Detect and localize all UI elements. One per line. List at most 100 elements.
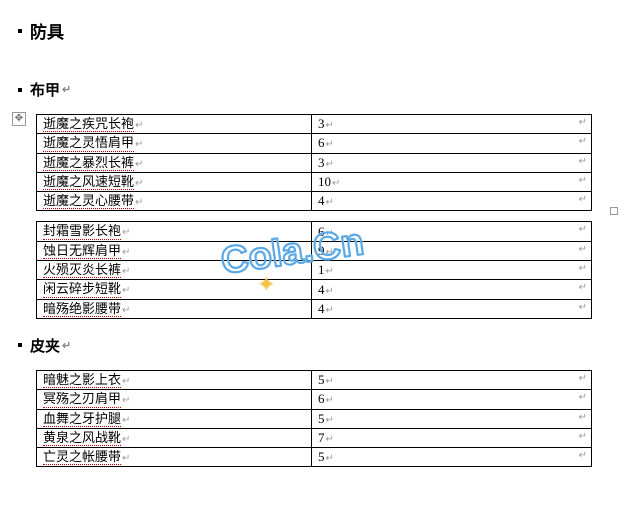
item-name-cell[interactable]: 冥殇之刃肩甲↵ xyxy=(37,390,312,409)
item-value-cell[interactable]: 9↵↵ xyxy=(312,241,592,260)
page-title-row: 防具 xyxy=(18,18,614,43)
item-value-cell[interactable]: 10↵↵ xyxy=(312,172,592,191)
bullet-icon xyxy=(18,29,22,33)
cell-mark-icon: ↵ xyxy=(122,305,130,316)
armor-table: 暗魅之影上衣↵5↵↵冥殇之刃肩甲↵6↵↵血舞之牙护腿↵5↵↵黄泉之风战靴↵7↵↵… xyxy=(36,370,592,467)
item-value-cell[interactable]: 6↵↵ xyxy=(312,134,592,153)
item-value-cell[interactable]: 4↵↵ xyxy=(312,299,592,318)
row-mark-icon: ↵ xyxy=(579,194,587,205)
paragraph-mark-icon: ↵ xyxy=(62,83,71,96)
table-row: 血舞之牙护腿↵5↵↵ xyxy=(37,409,592,428)
item-name: 逝魔之暴烈长裤 xyxy=(43,156,134,171)
cell-mark-icon: ↵ xyxy=(122,285,130,296)
item-value: 4 xyxy=(318,301,325,316)
item-value-cell[interactable]: 7↵↵ xyxy=(312,428,592,447)
table-row: 逝魔之暴烈长裤↵3↵↵ xyxy=(37,153,592,172)
item-name-cell[interactable]: 封霜雪影长袍↵ xyxy=(37,222,312,241)
row-mark-icon: ↵ xyxy=(579,244,587,255)
table-row: 逝魔之灵心腰带↵4↵↵ xyxy=(37,192,592,211)
item-name: 黄泉之风战靴 xyxy=(43,431,121,446)
item-name: 逝魔之灵心腰带 xyxy=(43,194,134,209)
row-mark-icon: ↵ xyxy=(579,431,587,442)
item-name-cell[interactable]: 亡灵之帐腰带↵ xyxy=(37,448,312,467)
item-name: 蚀日无辉肩甲 xyxy=(43,244,121,259)
item-value-cell[interactable]: 5↵↵ xyxy=(312,370,592,389)
cell-mark-icon: ↵ xyxy=(326,139,334,150)
cell-mark-icon: ↵ xyxy=(122,453,130,464)
section-heading-row: 皮夹↵ xyxy=(18,335,614,356)
table-row: 逝魔之疾咒长袍↵3↵↵ xyxy=(37,115,592,134)
cell-mark-icon: ↵ xyxy=(326,395,334,406)
table-wrap: ✥逝魔之疾咒长袍↵3↵↵逝魔之灵悟肩甲↵6↵↵逝魔之暴烈长裤↵3↵↵逝魔之风速短… xyxy=(36,114,614,211)
cell-mark-icon: ↵ xyxy=(326,286,334,297)
item-name-cell[interactable]: 暗殇绝影腰带↵ xyxy=(37,299,312,318)
item-name-cell[interactable]: 黄泉之风战靴↵ xyxy=(37,428,312,447)
table-row: 火殒灭炎长裤 ↵1↵↵ xyxy=(37,261,592,280)
item-name-cell[interactable]: 蚀日无辉肩甲↵ xyxy=(37,241,312,260)
item-value-cell[interactable]: 4↵↵ xyxy=(312,192,592,211)
item-name: 火殒灭炎长裤 xyxy=(43,263,121,278)
item-value: 5 xyxy=(318,411,325,426)
table-row: 黄泉之风战靴↵7↵↵ xyxy=(37,428,592,447)
item-value-cell[interactable]: 5↵↵ xyxy=(312,409,592,428)
item-value: 6 xyxy=(318,391,325,406)
item-value-cell[interactable]: 4↵↵ xyxy=(312,280,592,299)
row-mark-icon: ↵ xyxy=(579,412,587,423)
bullet-icon xyxy=(18,88,22,92)
item-value-cell[interactable]: 3↵↵ xyxy=(312,153,592,172)
spacer xyxy=(18,57,614,63)
page-title: 防具 xyxy=(30,18,64,43)
cell-mark-icon: ↵ xyxy=(122,376,130,387)
item-name: 暗殇绝影腰带 xyxy=(43,302,121,317)
table-row: 逝魔之灵悟肩甲↵6↵↵ xyxy=(37,134,592,153)
table-resize-handle-icon[interactable] xyxy=(610,207,618,215)
cell-mark-icon: ↵ xyxy=(332,178,340,189)
armor-table: 封霜雪影长袍↵6↵↵蚀日无辉肩甲↵9↵↵火殒灭炎长裤↵1↵↵闲云碎步短靴↵4↵↵… xyxy=(36,221,592,318)
table-row: 逝魔之风速短靴↵10↵↵ xyxy=(37,172,592,191)
item-name: 逝魔之灵悟肩甲 xyxy=(43,136,134,151)
item-value: 4 xyxy=(318,282,325,297)
item-value-cell[interactable]: 3↵↵ xyxy=(312,115,592,134)
paragraph-mark-icon: ↵ xyxy=(62,339,71,352)
table-row: 亡灵之帐腰带↵5↵↵ xyxy=(37,448,592,467)
item-name: 血舞之牙护腿 xyxy=(43,412,121,427)
cell-mark-icon: ↵ xyxy=(122,247,130,258)
cell-mark-icon: ↵ xyxy=(326,453,334,464)
item-name: 逝魔之疾咒长袍 xyxy=(43,117,134,132)
item-name-cell[interactable]: 逝魔之灵心腰带↵ xyxy=(37,192,312,211)
item-name-cell[interactable]: 逝魔之暴烈长裤↵ xyxy=(37,153,312,172)
item-value: 10 xyxy=(318,174,331,189)
cell-mark-icon: ↵ xyxy=(326,415,334,426)
item-value-cell[interactable]: 6↵↵ xyxy=(312,222,592,241)
cell-mark-icon: ↵ xyxy=(122,415,130,426)
item-value: 4 xyxy=(318,193,325,208)
cell-mark-icon: ↵ xyxy=(326,434,334,445)
item-value-cell[interactable]: 1↵↵ xyxy=(312,261,592,280)
item-name-cell[interactable]: 暗魅之影上衣↵ xyxy=(37,370,312,389)
table-row: 冥殇之刃肩甲↵6↵↵ xyxy=(37,390,592,409)
item-value-cell[interactable]: 5↵↵ xyxy=(312,448,592,467)
item-value: 5 xyxy=(318,372,325,387)
item-value: 6 xyxy=(318,135,325,150)
item-name-cell[interactable]: 逝魔之疾咒长袍↵ xyxy=(37,115,312,134)
item-value-cell[interactable]: 6↵↵ xyxy=(312,390,592,409)
row-mark-icon: ↵ xyxy=(579,117,587,128)
cell-mark-icon: ↵ xyxy=(135,120,143,131)
item-name-cell[interactable]: 逝魔之灵悟肩甲↵ xyxy=(37,134,312,153)
row-mark-icon: ↵ xyxy=(579,282,587,293)
cell-mark-icon: ↵ xyxy=(326,228,334,239)
table-row: 暗魅之影上衣↵5↵↵ xyxy=(37,370,592,389)
item-value: 6 xyxy=(318,224,325,239)
row-mark-icon: ↵ xyxy=(579,373,587,384)
item-name-cell[interactable]: 血舞之牙护腿↵ xyxy=(37,409,312,428)
table-move-handle-icon[interactable]: ✥ xyxy=(12,112,26,126)
cell-mark-icon: ↵ xyxy=(122,434,130,445)
cell-mark-icon: ↵ xyxy=(326,120,334,131)
cell-mark-icon: ↵ xyxy=(122,395,130,406)
row-mark-icon: ↵ xyxy=(579,156,587,167)
cell-mark-icon: ↵ xyxy=(326,376,334,387)
item-name-cell[interactable]: 逝魔之风速短靴↵ xyxy=(37,172,312,191)
item-name: 闲云碎步短靴 xyxy=(43,282,121,297)
cell-mark-icon: ↵ xyxy=(326,266,334,277)
cell-mark-icon: ↵ xyxy=(135,178,143,189)
